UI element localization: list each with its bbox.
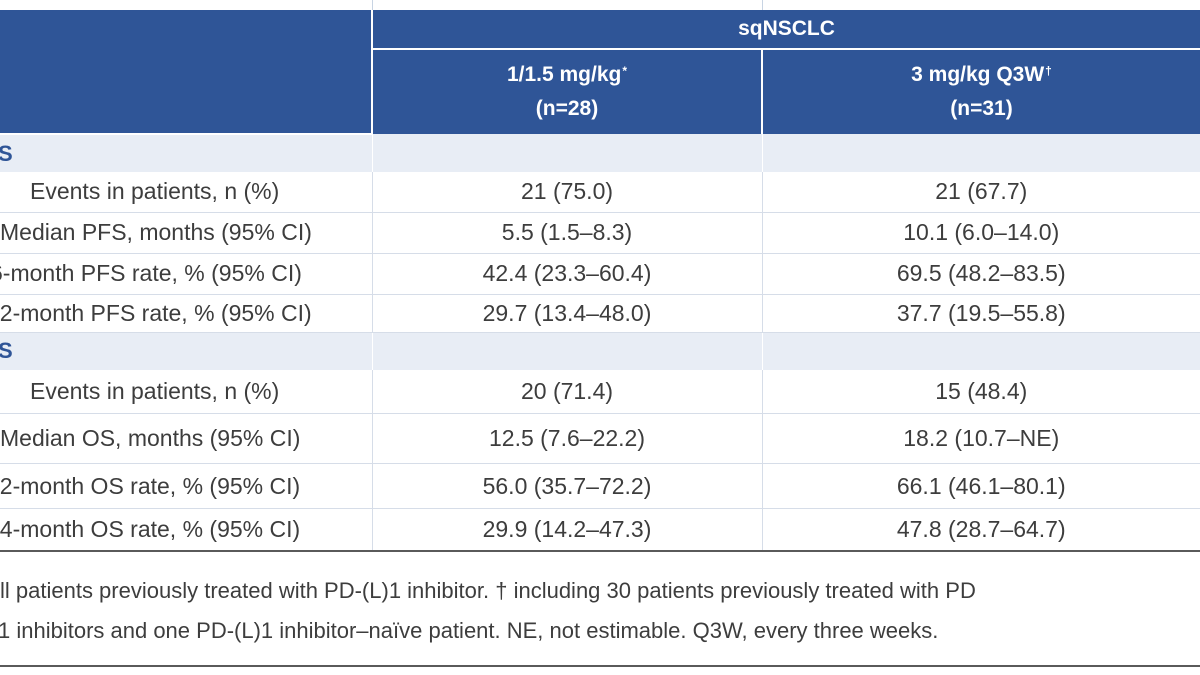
arm-n: (n=31) [950,97,1013,120]
section-fill [371,134,762,172]
footnote-line: ll patients previously treated with PD-(… [0,578,976,603]
cell-high-dose: 66.1 (46.1–80.1) [762,463,1200,509]
section-row-os: S [0,332,1200,370]
footnote-mark: * [622,64,628,78]
table-row: 12-month OS rate, % (95% CI) 56.0 (35.7–… [0,463,1200,509]
cell-high-dose: 10.1 (6.0–14.0) [762,212,1200,254]
table-row: Median PFS, months (95% CI) 5.5 (1.5–8.3… [0,212,1200,254]
table-row: 12-month PFS rate, % (95% CI) 29.7 (13.4… [0,294,1200,333]
cell-low-dose: 12.5 (7.6–22.2) [371,413,763,464]
top-margin [0,0,1200,10]
column-divider [372,0,373,10]
header-row-arms: 1/1.5 mg/kg* (n=28) 3 mg/kg Q3W† (n=31) [0,49,1200,134]
row-label: Events in patients, n (%) [0,172,372,213]
cell-high-dose: 47.8 (28.7–64.7) [762,508,1200,552]
results-table: sqNSCLC 1/1.5 mg/kg* (n=28) 3 mg/kg Q3W†… [0,10,1200,552]
column-divider [762,0,763,10]
section-fill [761,332,1200,370]
cell-high-dose: 18.2 (10.7–NE) [762,413,1200,464]
section-fill [371,332,762,370]
row-label: 12-month OS rate, % (95% CI) [0,463,372,509]
table-row: 24-month OS rate, % (95% CI) 29.9 (14.2–… [0,508,1200,552]
cell-low-dose: 29.9 (14.2–47.3) [371,508,763,552]
cell-low-dose: 42.4 (23.3–60.4) [371,253,763,295]
table-row: 6-month PFS rate, % (95% CI) 42.4 (23.3–… [0,253,1200,295]
cell-low-dose: 56.0 (35.7–72.2) [371,463,763,509]
row-label: Median OS, months (95% CI) [0,413,372,464]
row-label: Median PFS, months (95% CI) [0,212,372,254]
cell-high-dose: 21 (67.7) [762,172,1200,213]
section-fill [761,134,1200,172]
bottom-rule [0,665,1200,667]
arm-header-low-dose: 1/1.5 mg/kg* (n=28) [372,49,763,134]
cell-low-dose: 5.5 (1.5–8.3) [371,212,763,254]
cell-high-dose: 15 (48.4) [762,369,1200,414]
footnote-mark: † [1045,64,1052,78]
arm-label: 3 mg/kg Q3W [911,63,1045,86]
cell-low-dose: 20 (71.4) [371,369,763,414]
header-row-group: sqNSCLC [0,10,1200,135]
row-label: Events in patients, n (%) [0,369,372,414]
cell-low-dose: 21 (75.0) [371,172,763,213]
row-label: 12-month PFS rate, % (95% CI) [0,294,372,333]
arm-label: 1/1.5 mg/kg [506,63,622,86]
section-row-pfs: S [0,134,1200,172]
cell-high-dose: 37.7 (19.5–55.8) [762,294,1200,333]
row-label: 24-month OS rate, % (95% CI) [0,508,372,552]
footnote-line: 1 inhibitors and one PD-(L)1 inhibitor–n… [0,618,939,643]
footnote: ll patients previously treated with PD-(… [0,571,1200,651]
cell-high-dose: 69.5 (48.2–83.5) [762,253,1200,295]
section-title: S [0,332,372,370]
table-row: Median OS, months (95% CI) 12.5 (7.6–22.… [0,413,1200,464]
table-row: Events in patients, n (%) 21 (75.0) 21 (… [0,172,1200,213]
group-header: sqNSCLC [372,10,1200,50]
arm-n: (n=28) [535,97,599,120]
cell-low-dose: 29.7 (13.4–48.0) [371,294,763,333]
header-blank-cell [0,10,373,135]
arm-header-high-dose: 3 mg/kg Q3W† (n=31) [762,49,1200,134]
section-title: S [0,134,372,172]
row-label: 6-month PFS rate, % (95% CI) [0,253,372,295]
table-row: Events in patients, n (%) 20 (71.4) 15 (… [0,369,1200,414]
